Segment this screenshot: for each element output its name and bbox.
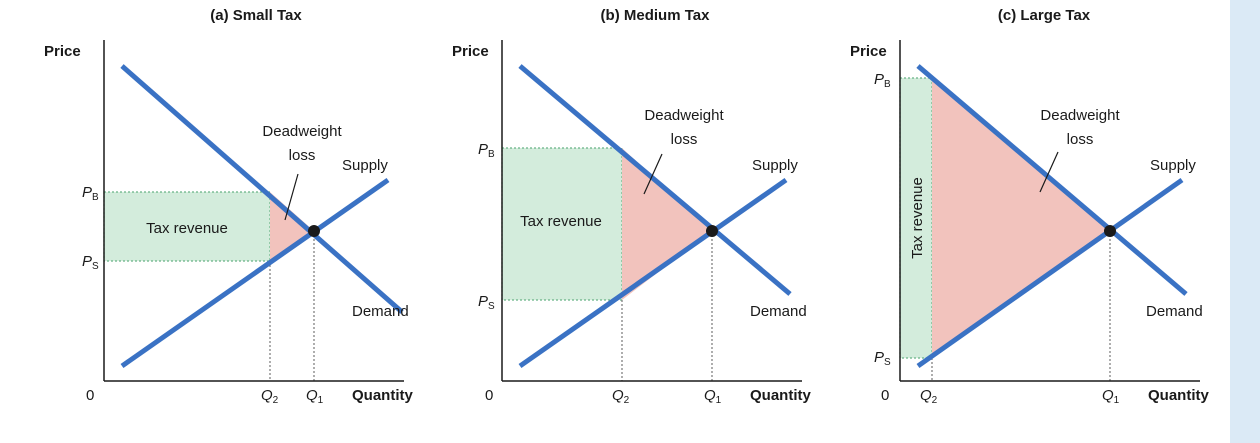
dwl-pointer	[643, 153, 663, 195]
dwl-label-line1: Deadweight	[644, 107, 724, 124]
panel-large-tax: (c) Large Tax Price 0 Quantity PB PS Q2 …	[850, 7, 1209, 406]
panel-small-tax: (a) Small Tax Price 0 Quantity PB PS Q2 …	[44, 7, 413, 406]
demand-curve	[120, 64, 404, 314]
side-strip	[1230, 0, 1260, 443]
deadweight-loss-area	[270, 192, 314, 261]
pb-label: PB	[478, 141, 495, 160]
q2-label: Q2	[261, 387, 279, 406]
pb-label: PB	[82, 184, 99, 203]
dwl-label-line2: loss	[1067, 131, 1094, 148]
ps-label: PS	[478, 293, 495, 312]
deadweight-loss-area	[932, 78, 1110, 358]
dwl-label-line2: loss	[289, 147, 316, 164]
demand-label: Demand	[1146, 303, 1203, 320]
tax-revenue-area	[899, 77, 933, 359]
q1-label: Q1	[704, 387, 722, 406]
q2-label: Q2	[612, 387, 630, 406]
supply-curve	[916, 177, 1184, 369]
origin-label: 0	[485, 387, 493, 404]
ps-label: PS	[82, 253, 99, 272]
tax-revenue-area	[103, 191, 271, 262]
supply-label: Supply	[342, 157, 388, 174]
pb-label: PB	[874, 71, 891, 90]
panel-medium-tax: (b) Medium Tax Price 0 Quantity PB PS Q2…	[452, 7, 811, 406]
tax-revenue-label: Tax revenue	[520, 213, 602, 230]
equilibrium-point	[308, 225, 320, 237]
supply-label: Supply	[752, 157, 798, 174]
tax-revenue-label: Tax revenue	[146, 220, 228, 237]
y-axis-label: Price	[850, 43, 887, 60]
equilibrium-point	[1104, 225, 1116, 237]
dwl-label-line1: Deadweight	[1040, 107, 1120, 124]
supply-curve	[518, 177, 788, 369]
equilibrium-point	[706, 225, 718, 237]
supply-curve	[120, 177, 390, 369]
tax-revenue-area	[501, 147, 623, 301]
demand-curve	[916, 64, 1188, 296]
x-axis-label: Quantity	[1148, 387, 1209, 404]
demand-label: Demand	[750, 303, 807, 320]
ps-label: PS	[874, 349, 891, 368]
dwl-label-line1: Deadweight	[262, 123, 342, 140]
panel-title: (a) Small Tax	[210, 7, 302, 24]
origin-label: 0	[86, 387, 94, 404]
q2-label: Q2	[920, 387, 938, 406]
dwl-pointer	[1039, 151, 1059, 193]
x-axis-label: Quantity	[750, 387, 811, 404]
supply-label: Supply	[1150, 157, 1196, 174]
panel-title: (b) Medium Tax	[601, 7, 711, 24]
y-axis-label: Price	[44, 43, 81, 60]
tax-revenue-label: Tax revenue	[909, 177, 926, 259]
demand-curve	[518, 64, 792, 296]
y-axis-label: Price	[452, 43, 489, 60]
origin-label: 0	[881, 387, 889, 404]
x-axis-label: Quantity	[352, 387, 413, 404]
demand-label: Demand	[352, 303, 409, 320]
deadweight-loss-area	[622, 148, 712, 300]
q1-label: Q1	[1102, 387, 1120, 406]
panel-title: (c) Large Tax	[998, 7, 1091, 24]
dwl-pointer	[284, 173, 299, 221]
dwl-label-line2: loss	[671, 131, 698, 148]
q1-label: Q1	[306, 387, 324, 406]
